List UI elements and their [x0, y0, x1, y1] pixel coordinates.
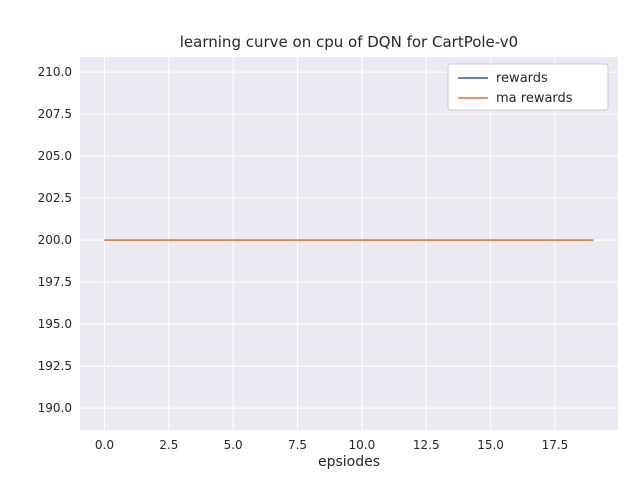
y-tick-label: 195.0: [38, 317, 72, 331]
x-tick-label: 7.5: [288, 438, 307, 452]
x-tick-label: 12.5: [413, 438, 440, 452]
tick-labels: 190.0 192.5 195.0 197.5 200.0 202.5 205.0 207.5…: [38, 65, 569, 452]
y-tick-label: 190.0: [38, 401, 72, 415]
y-tick-label: 207.5: [38, 107, 72, 121]
x-tick-label: 5.0: [224, 438, 243, 452]
x-tick-label: 15.0: [477, 438, 504, 452]
y-tick-label: 210.0: [38, 65, 72, 79]
y-tick-label: 205.0: [38, 149, 72, 163]
y-tick-label: 192.5: [38, 359, 72, 373]
y-tick-label: 202.5: [38, 191, 72, 205]
legend-label: ma rewards: [496, 91, 573, 106]
x-tick-label: 10.0: [349, 438, 376, 452]
chart-title: learning curve on cpu of DQN for CartPol…: [180, 33, 518, 51]
x-tick-label: 0.0: [95, 438, 114, 452]
x-tick-label: 2.5: [159, 438, 178, 452]
plot-area: 190.0 192.5 195.0 197.5 200.0 202.5 205.0 207.5…: [38, 57, 618, 452]
y-tick-label: 197.5: [38, 275, 72, 289]
x-axis-label: epsiodes: [318, 454, 380, 470]
axes-background: [80, 57, 618, 430]
y-tick-label: 200.0: [38, 233, 72, 247]
legend-label: rewards: [496, 71, 548, 86]
x-tick-label: 17.5: [542, 438, 569, 452]
legend: rewards ma rewards: [447, 63, 609, 111]
